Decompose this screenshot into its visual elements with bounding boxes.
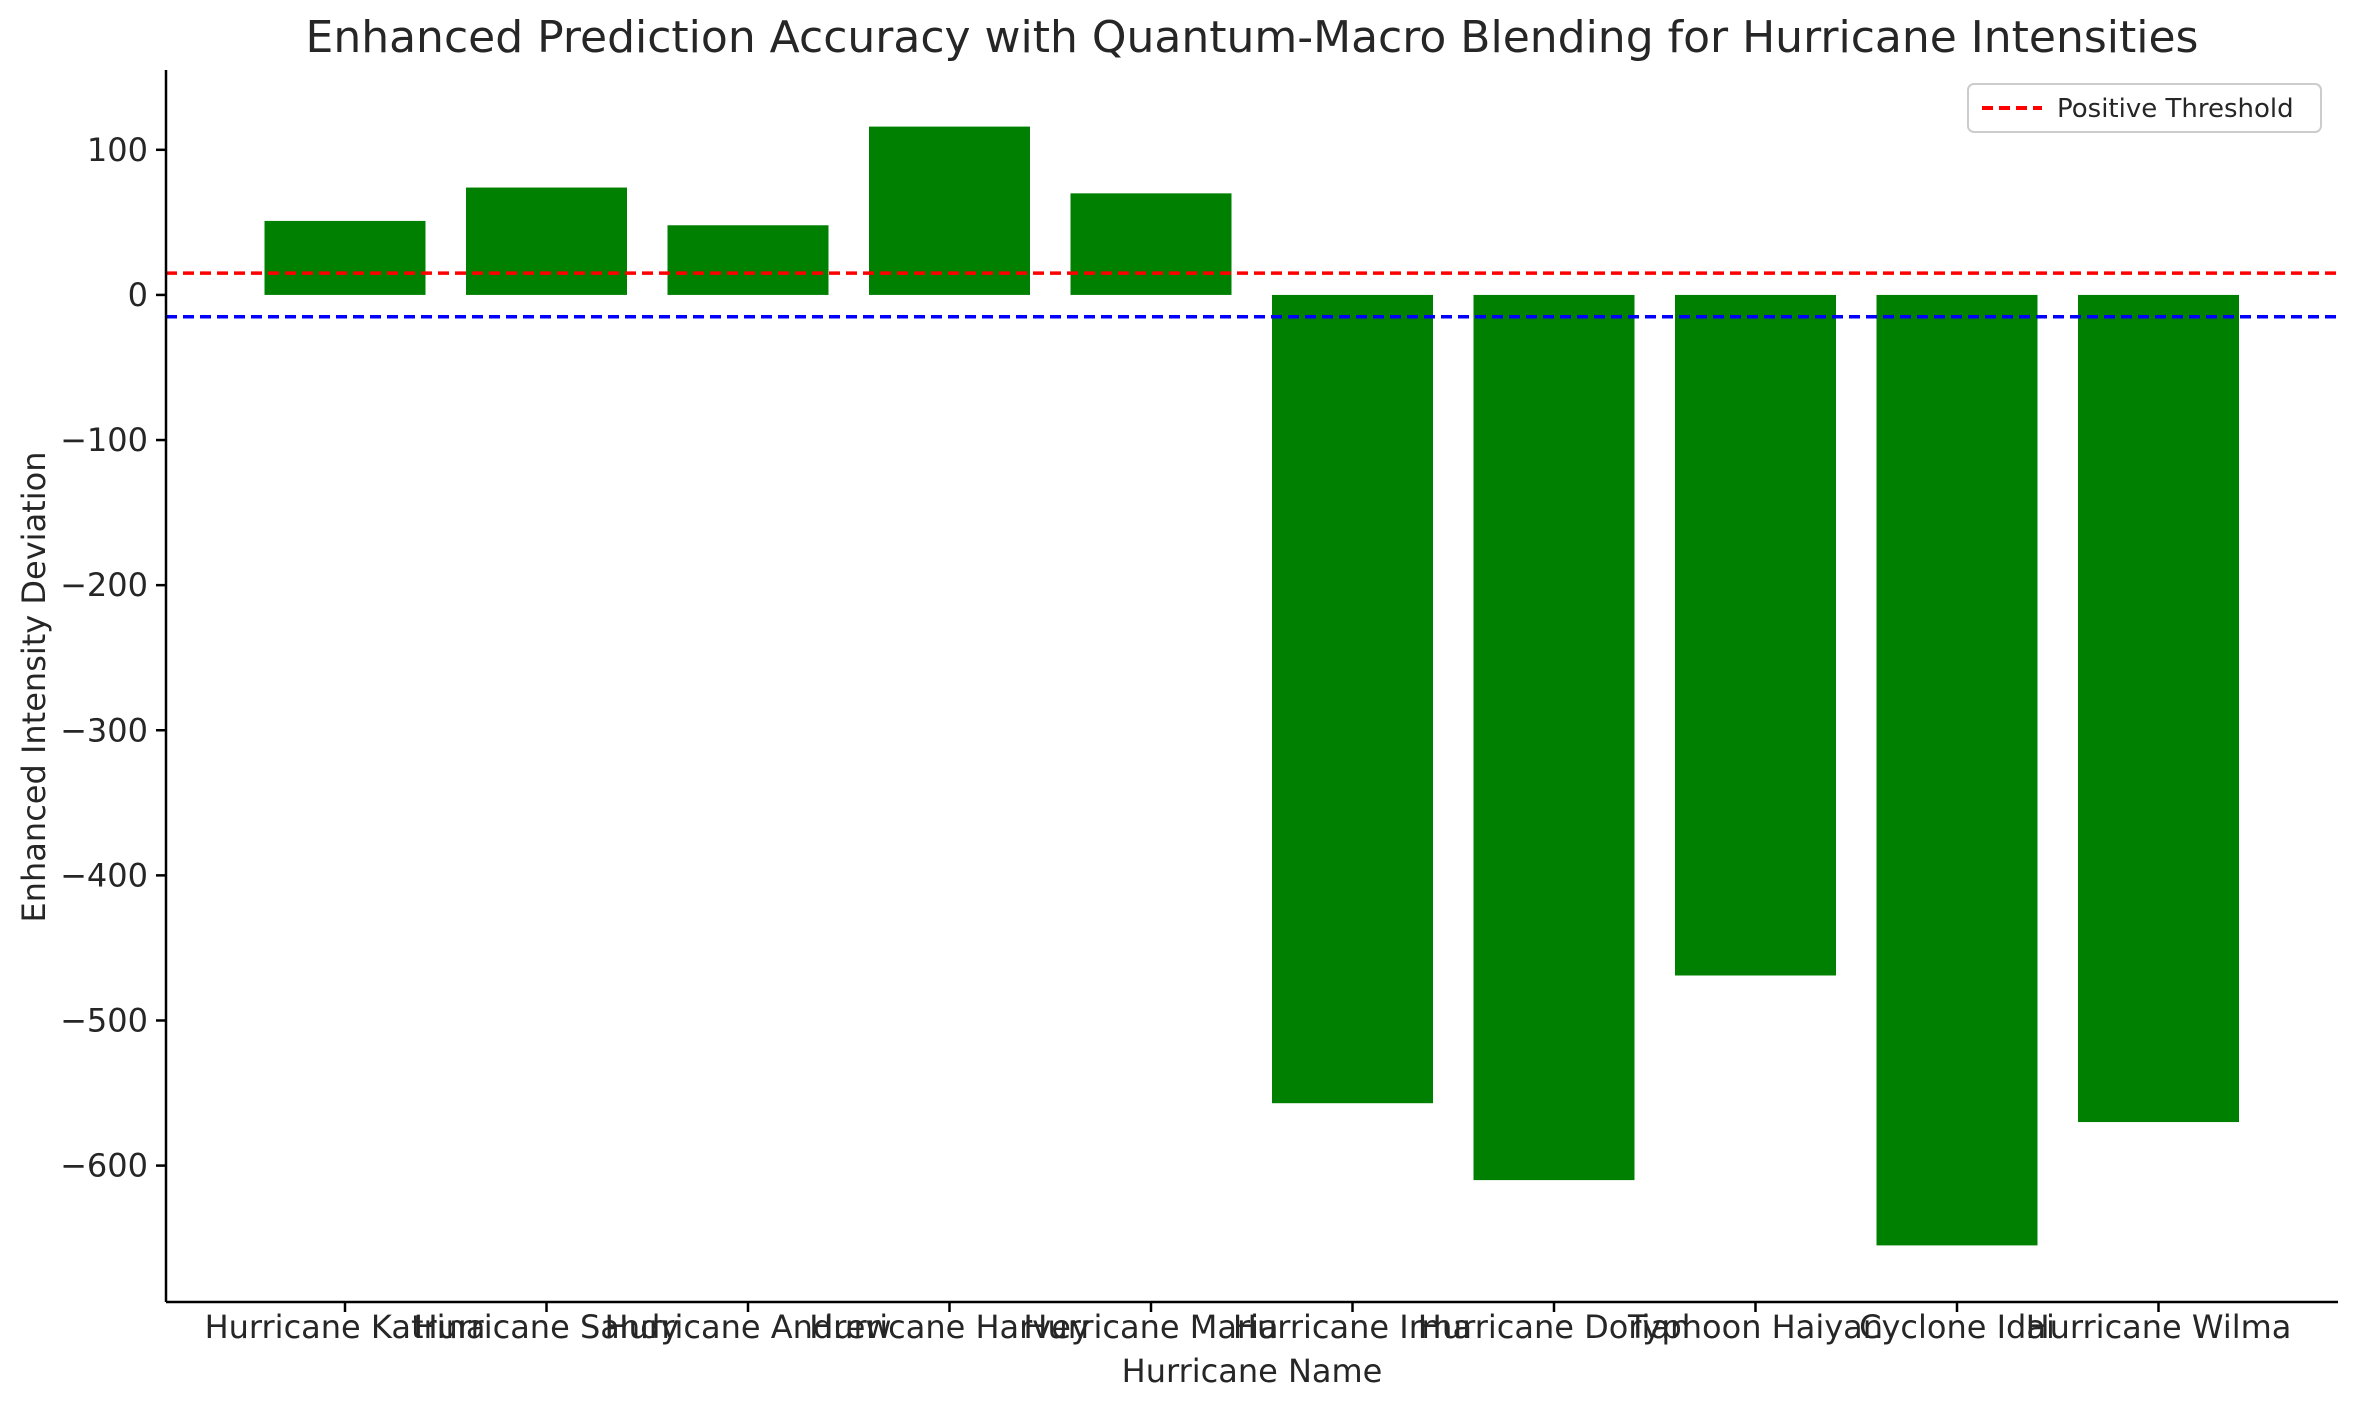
bar-3 bbox=[869, 126, 1030, 295]
bar-6 bbox=[1473, 294, 1635, 1181]
x-tick-label-0: Hurricane Katrina bbox=[205, 1308, 486, 1346]
y-tick-label-3: −200 bbox=[60, 566, 148, 604]
bar-9 bbox=[2078, 294, 2239, 1123]
y-axis-label: Enhanced Intensity Deviation bbox=[15, 452, 53, 923]
bar-7 bbox=[1675, 294, 1836, 976]
y-tick-label-1: 0 bbox=[128, 276, 148, 314]
bar-1 bbox=[466, 187, 627, 295]
y-axis-ticks: 100 0 −100 −200 −300 −400 −500 −600 bbox=[60, 131, 166, 1185]
y-tick-label-0: 100 bbox=[87, 131, 148, 169]
bar-2 bbox=[667, 225, 829, 295]
x-tick-label-6: Hurricane Dorian bbox=[1418, 1308, 1690, 1346]
legend-box bbox=[1967, 83, 2322, 133]
x-tick-label-7: Typhoon Haiyan bbox=[1627, 1308, 1883, 1346]
y-tick-label-2: −100 bbox=[60, 421, 148, 459]
bar-8 bbox=[1876, 294, 2038, 1246]
x-tick-label-2: Hurricane Andrew bbox=[604, 1308, 891, 1346]
x-tick-label-1: Hurricane Sandy bbox=[414, 1308, 680, 1346]
x-tick-label-9: Hurricane Wilma bbox=[2026, 1308, 2292, 1346]
chart-title: Enhanced Prediction Accuracy with Quantu… bbox=[306, 12, 2199, 63]
bar-5 bbox=[1272, 294, 1433, 1104]
legend: Positive Threshold bbox=[1967, 83, 2322, 133]
x-tick-label-3: Hurricane Harvey bbox=[809, 1308, 1090, 1346]
reference-lines bbox=[166, 271, 2338, 319]
y-tick-label-6: −500 bbox=[60, 1001, 148, 1039]
x-tick-label-4: Hurricane Maria bbox=[1023, 1308, 1278, 1346]
x-tick-label-5: Hurricane Irma bbox=[1233, 1308, 1472, 1346]
y-tick-label-4: −300 bbox=[60, 711, 148, 749]
x-axis-label: Hurricane Name bbox=[1122, 1352, 1383, 1390]
bar-4 bbox=[1070, 193, 1232, 295]
bar-0 bbox=[264, 220, 426, 295]
y-tick-label-5: −400 bbox=[60, 856, 148, 894]
legend-entry-positive-threshold: Positive Threshold bbox=[2057, 94, 2294, 124]
x-tick-label-8: Cyclone Idai bbox=[1859, 1308, 2055, 1346]
bars-group bbox=[264, 126, 2239, 1246]
y-tick-label-7: −600 bbox=[60, 1147, 148, 1185]
